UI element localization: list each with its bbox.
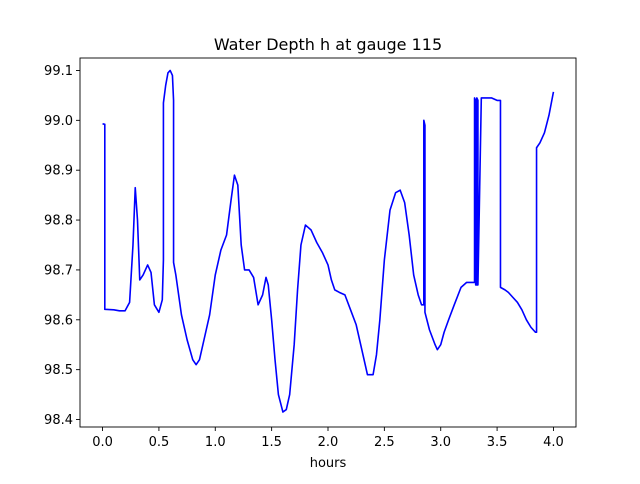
y-tick-label: 98.7 [44,263,73,278]
y-tick-label: 98.6 [44,313,73,328]
x-tick-label: 2.0 [318,435,339,450]
x-tick-label: 0.5 [149,435,170,450]
y-tick-label: 98.9 [44,164,73,179]
water-depth-series-line [102,69,555,413]
y-axis-ticks: 98.4 98.5 98.6 98.7 98.8 98.9 99.0 99.1 [44,64,80,428]
x-axis-label: hours [310,456,347,471]
x-tick-label: 1.5 [261,435,282,450]
x-tick-label: 2.5 [374,435,395,450]
y-tick-label: 99.0 [44,114,73,129]
x-tick-label: 3.0 [430,435,451,450]
x-axis-ticks: 0.0 0.5 1.0 1.5 2.0 2.5 3.0 3.5 4.0 [92,427,564,450]
y-tick-label: 98.4 [44,413,73,428]
x-tick-label: 0.0 [92,435,113,450]
x-tick-label: 1.0 [205,435,226,450]
plot-frame [79,57,577,428]
y-tick-label: 99.1 [44,64,73,79]
y-tick-label: 98.5 [44,363,73,378]
chart-title: Water Depth h at gauge 115 [214,35,442,54]
x-tick-label: 3.5 [487,435,508,450]
x-tick-label: 4.0 [543,435,564,450]
y-tick-label: 98.8 [44,214,73,229]
